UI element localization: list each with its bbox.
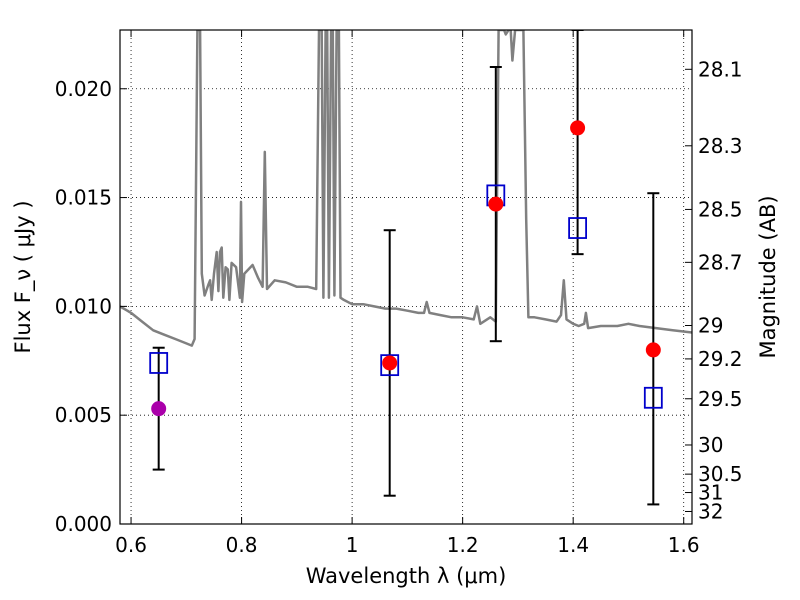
right-tick-label: 32 [698,499,723,523]
x-tick-label: 0.6 [115,533,147,557]
x-tick-label: 1 [346,533,359,557]
right-tick-label: 28.5 [698,197,743,221]
right-tick-label: 28.3 [698,134,743,158]
right-tick-label: 30 [698,433,723,457]
measurement-point [382,355,398,371]
y-tick-label: 0.010 [55,294,112,318]
model-spectrum-line [120,30,692,347]
y-axis-label: Flux F_ν ( μJy ) [11,200,36,353]
x-tick-label: 1.4 [557,533,589,557]
x-tick-label: 0.8 [226,533,258,557]
plot-background [120,30,692,524]
model-photometry-square [568,217,587,239]
grid [120,30,692,524]
plot-area [120,30,692,506]
right-tick-label: 29 [698,314,723,338]
x-axis-label: Wavelength λ (μm) [306,564,507,588]
measurement-point [151,401,167,417]
measurement-point [488,196,504,212]
right-tick-label: 28.1 [698,57,743,81]
right-tick-label: 31 [698,481,723,505]
y-tick-label: 0.000 [55,512,112,536]
y-tick-label: 0.015 [55,186,112,210]
right-tick-label: 29.5 [698,387,743,411]
measurement-point [570,120,586,136]
right-tick-label: 29.2 [698,347,743,371]
right-tick-label: 30.5 [698,462,743,486]
y-tick-label: 0.005 [55,403,112,427]
right-axis-label: Magnitude (AB) [756,195,780,358]
y-tick-label: 0.020 [55,77,112,101]
x-tick-label: 1.6 [668,533,700,557]
ticks: 0.6 0.8 1 1.2 1.4 1.6 0.000 0.005 0.010 0.015 0.02… [55,30,743,557]
model-photometry-square [380,354,400,377]
plot-frame [119,29,693,525]
x-tick-label: 1.2 [447,533,479,557]
measurement-point [645,342,661,358]
model-photometry-square [643,386,663,409]
right-tick-label: 28.7 [698,250,743,274]
model-photometry-square [149,352,169,374]
